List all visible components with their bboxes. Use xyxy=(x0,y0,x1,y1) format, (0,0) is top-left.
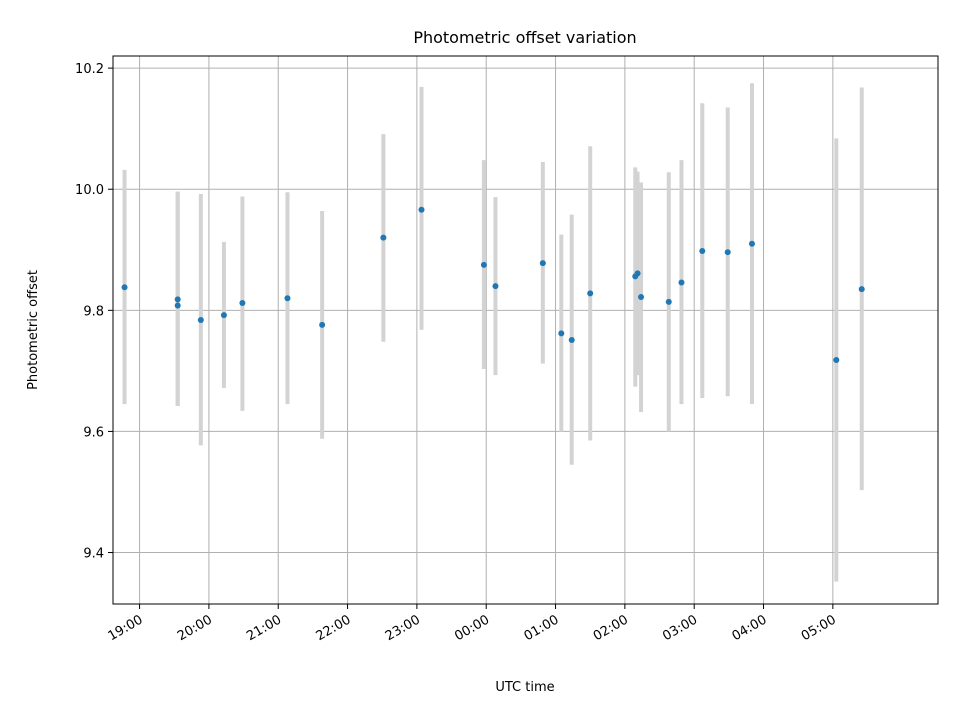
x-tick-label: 04:00 xyxy=(730,612,770,644)
data-point xyxy=(699,247,706,254)
data-point xyxy=(319,321,326,328)
data-point xyxy=(121,284,128,291)
grid-layer xyxy=(113,56,938,604)
y-tick-label: 10.0 xyxy=(75,183,104,198)
x-axis-label: UTC time xyxy=(495,680,554,695)
chart-title: Photometric offset variation xyxy=(413,28,636,47)
x-tick-label: 22:00 xyxy=(314,612,354,644)
data-point xyxy=(284,295,291,302)
x-tick-label: 03:00 xyxy=(660,612,700,644)
data-point xyxy=(492,283,499,290)
data-point xyxy=(239,300,246,307)
point-layer xyxy=(121,206,865,363)
data-point xyxy=(638,293,645,300)
errorbar-layer xyxy=(122,83,864,582)
data-point xyxy=(724,249,731,256)
data-point xyxy=(418,206,425,213)
x-tick-label: 01:00 xyxy=(522,612,562,644)
data-point xyxy=(634,270,641,277)
data-point xyxy=(174,302,181,309)
x-tick-label: 23:00 xyxy=(383,612,423,644)
x-tick-label: 02:00 xyxy=(591,612,631,644)
data-point xyxy=(480,261,487,268)
data-point xyxy=(678,279,685,286)
data-point xyxy=(220,312,227,319)
tick-layer: 19:00 20:00 21:00 22:00 23:00 00:00 01:00 02:00… xyxy=(75,62,839,644)
x-tick-label: 20:00 xyxy=(175,612,215,644)
y-tick-label: 9.8 xyxy=(83,304,104,319)
data-point xyxy=(665,298,672,305)
data-point xyxy=(858,286,865,293)
plot-frame xyxy=(112,55,939,605)
data-point xyxy=(587,290,594,297)
y-axis-label: Photometric offset xyxy=(26,270,41,390)
y-tick-label: 10.2 xyxy=(75,62,104,77)
data-point xyxy=(833,356,840,363)
x-tick-label: 19:00 xyxy=(106,612,146,644)
data-point xyxy=(748,240,755,247)
data-point xyxy=(197,317,204,324)
data-point xyxy=(174,296,181,303)
data-point xyxy=(558,330,565,337)
data-point xyxy=(568,336,575,343)
x-tick-label: 05:00 xyxy=(799,612,839,644)
x-tick-label: 21:00 xyxy=(244,612,284,644)
data-point xyxy=(380,234,387,241)
data-point xyxy=(539,260,546,267)
y-tick-label: 9.4 xyxy=(83,547,104,562)
x-tick-label: 00:00 xyxy=(452,612,492,644)
y-tick-label: 9.6 xyxy=(83,425,104,440)
